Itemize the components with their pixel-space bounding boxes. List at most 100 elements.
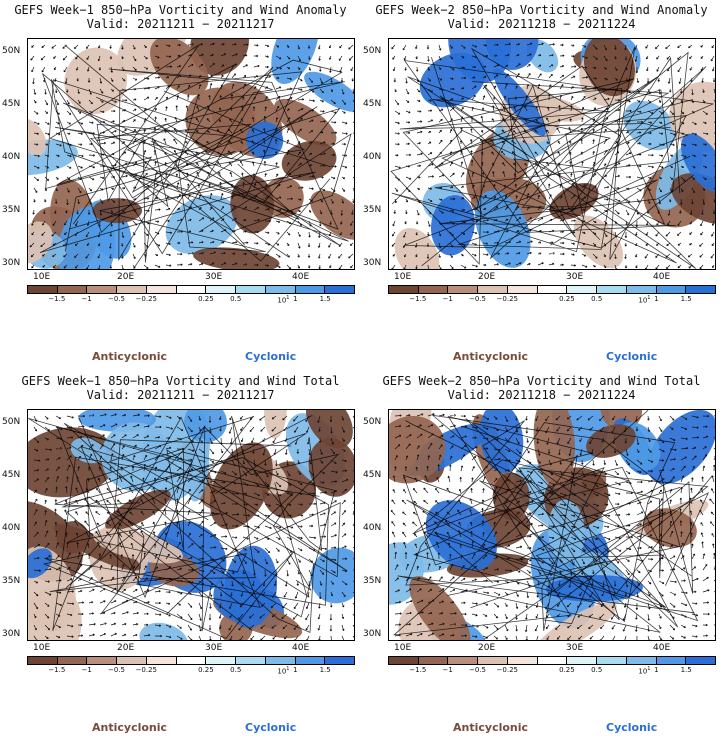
wind-arrow-icon [293,415,299,422]
wind-arrow-icon [482,44,488,47]
wind-arrow-icon [66,436,74,439]
wind-arrow-icon [504,613,508,620]
wind-arrow-icon [74,231,79,236]
coastline [49,426,253,631]
wind-arrow-icon [449,563,454,571]
colorbar-swatch [567,657,598,664]
wind-arrow-icon [570,536,577,541]
wind-arrow-icon [253,44,259,47]
wind-arrow-icon [230,591,233,597]
wind-arrow-icon [394,589,400,593]
wind-arrow-icon [132,576,137,582]
wind-arrow-icon [43,77,46,83]
wind-arrow-icon [624,591,628,597]
wind-arrow-icon [88,553,91,560]
wind-arrow-icon [504,64,509,68]
colorbar-swatch [686,657,716,664]
wind-arrow-icon [220,241,225,244]
wind-arrow-icon [691,465,695,472]
wind-arrow-icon [99,131,105,134]
cyclonic-shading [485,39,539,70]
wind-arrow-icon [187,591,192,595]
wind-arrow-icon [174,117,178,123]
wind-arrow-icon [143,129,146,134]
wind-arrow-icon [264,44,270,48]
vorticity-map [27,409,355,641]
wind-arrow-icon [460,97,464,101]
wind-arrow-icon [592,197,598,200]
wind-arrow-icon [558,580,561,587]
colorbar [388,656,716,665]
colorbar-swatch [656,286,687,293]
wind-arrow-icon [51,231,57,237]
wind-arrow-icon [176,555,182,560]
wind-arrow-icon [173,138,178,145]
wind-arrow-icon [109,55,113,60]
wind-arrow-icon [275,86,282,90]
wind-arrow-icon [75,66,79,71]
wind-arrow-icon [625,88,631,94]
wind-arrow-icon [251,437,255,443]
x-axis-tick-label: 30E [205,643,223,653]
anticyclonic-label: Anticyclonic [92,350,168,363]
wind-arrow-icon [44,580,50,583]
wind-arrow-icon [319,491,328,494]
wind-arrow-icon [143,220,150,225]
wind-arrow-icon [581,536,588,541]
wind-arrow-icon [132,174,138,178]
wind-arrow-icon [286,87,293,90]
wind-arrow-icon [548,459,552,466]
wind-arrow-icon [603,470,607,476]
wind-arrow-icon [401,499,407,505]
colorbar-swatch [325,657,355,664]
wind-arrow-icon [154,76,161,79]
wind-arrow-icon [341,591,346,597]
wind-arrow-icon [537,524,544,527]
wind-arrow-icon [297,198,302,201]
wind-arrow-icon [66,602,75,605]
wind-arrow-icon [164,151,167,156]
wind-arrow-icon [198,479,205,483]
colorbar-swatch [448,657,479,664]
wind-arrow-icon [713,143,715,145]
wind-arrow-icon [307,242,311,248]
wind-arrow-icon [535,613,539,619]
wind-arrow-icon [308,547,316,552]
wind-arrow-icon [449,151,453,156]
wind-arrow-icon [77,121,84,125]
wind-arrow-icon [118,522,123,527]
wind-arrow-icon [110,175,116,179]
wind-arrow-icon [165,219,170,223]
wind-arrow-icon [599,635,605,640]
wind-arrow-icon [275,503,283,507]
wind-arrow-icon [537,64,542,68]
wind-arrow-icon [231,194,235,200]
wind-arrow-icon [592,231,597,235]
wind-arrow-icon [239,635,244,640]
wind-arrow-icon [352,624,354,629]
wind-arrow-icon [570,65,577,68]
wind-arrow-icon [286,108,290,112]
wind-arrow-icon [460,454,466,461]
wind-arrow-icon [526,262,531,266]
wind-arrow-icon [209,229,214,233]
wind-arrow-icon [165,207,171,211]
wind-arrow-icon [286,220,292,225]
wind-arrow-icon [328,231,332,237]
wind-arrow-icon [460,185,464,189]
colorbar-tick-label: −1.5 [409,295,427,303]
wind-arrow-icon [164,129,167,134]
wind-arrow-icon [121,424,127,428]
wind-arrow-icon [537,194,541,200]
wind-arrow-icon [511,151,517,156]
wind-arrow-icon [217,151,222,156]
wind-arrow-icon [198,489,204,494]
wind-arrow-icon [143,139,146,145]
wind-arrow-icon [219,635,222,640]
wind-arrow-icon [588,613,594,618]
wind-arrow-icon [176,591,183,595]
wind-arrow-icon [493,74,499,79]
wind-arrow-icon [74,253,79,258]
wind-arrow-icon [110,423,118,428]
wind-arrow-icon [438,622,445,626]
